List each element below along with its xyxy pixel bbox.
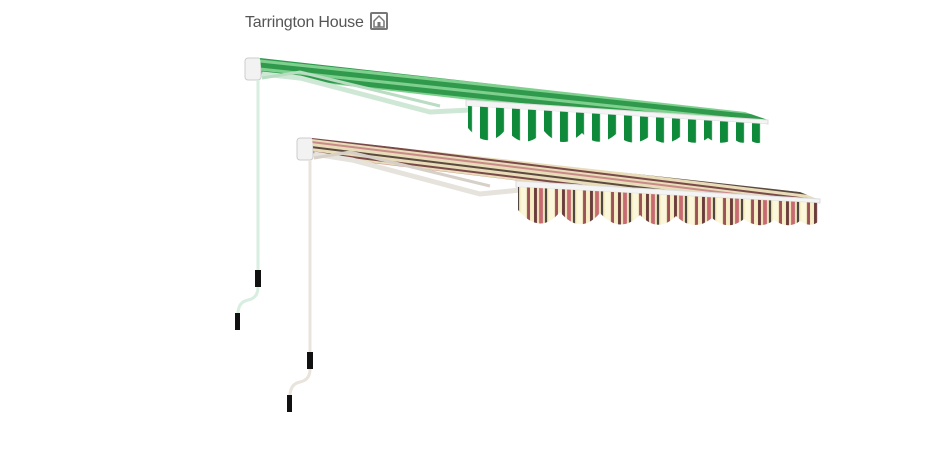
front-bar <box>515 180 821 204</box>
brand-icon <box>370 12 388 30</box>
crank-grip <box>307 352 313 369</box>
front-bar <box>465 99 769 125</box>
striped-awning <box>287 137 821 412</box>
cassette <box>296 137 314 161</box>
crank-handle <box>236 286 260 315</box>
valance <box>518 187 818 226</box>
brand-name: Tarrington House <box>245 14 364 31</box>
arm <box>313 151 521 197</box>
arm <box>261 70 441 108</box>
crank-grip <box>235 313 240 330</box>
crank-grip <box>287 395 292 412</box>
valance <box>468 106 766 143</box>
canopy <box>260 58 768 120</box>
arm <box>313 150 491 188</box>
canopy <box>312 138 820 200</box>
crank-handle <box>288 368 312 397</box>
cassette <box>244 57 262 81</box>
crank-grip <box>255 270 261 287</box>
green-awning <box>235 57 769 330</box>
